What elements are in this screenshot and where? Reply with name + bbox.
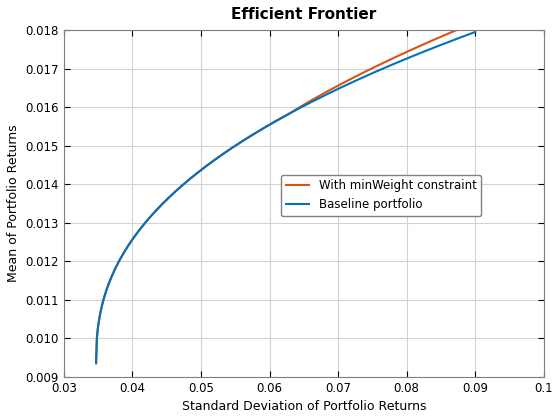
With minWeight constraint — [319, 92, 325, 97]
With minWeight constraint — [275, 117, 282, 122]
Line: With minWeight constraint: With minWeight constraint — [96, 22, 475, 363]
Baseline portfolio — [403, 56, 410, 61]
Baseline portfolio — [463, 33, 469, 38]
Y-axis label: Mean of Portfolio Returns: Mean of Portfolio Returns — [7, 125, 20, 282]
Baseline portfolio — [275, 117, 282, 122]
X-axis label: Standard Deviation of Portfolio Returns: Standard Deviation of Portfolio Returns — [181, 400, 426, 413]
Legend: With minWeight constraint, Baseline portfolio: With minWeight constraint, Baseline port… — [281, 175, 481, 216]
Baseline portfolio — [298, 105, 305, 110]
With minWeight constraint — [403, 49, 410, 54]
Baseline portfolio — [319, 94, 325, 100]
With minWeight constraint — [463, 24, 469, 29]
Baseline portfolio — [93, 361, 100, 366]
Baseline portfolio — [273, 118, 279, 123]
Title: Efficient Frontier: Efficient Frontier — [231, 7, 376, 22]
With minWeight constraint — [472, 20, 479, 25]
With minWeight constraint — [93, 361, 100, 366]
With minWeight constraint — [298, 104, 305, 109]
With minWeight constraint — [273, 118, 279, 123]
Baseline portfolio — [472, 29, 479, 34]
Line: Baseline portfolio: Baseline portfolio — [96, 32, 475, 363]
